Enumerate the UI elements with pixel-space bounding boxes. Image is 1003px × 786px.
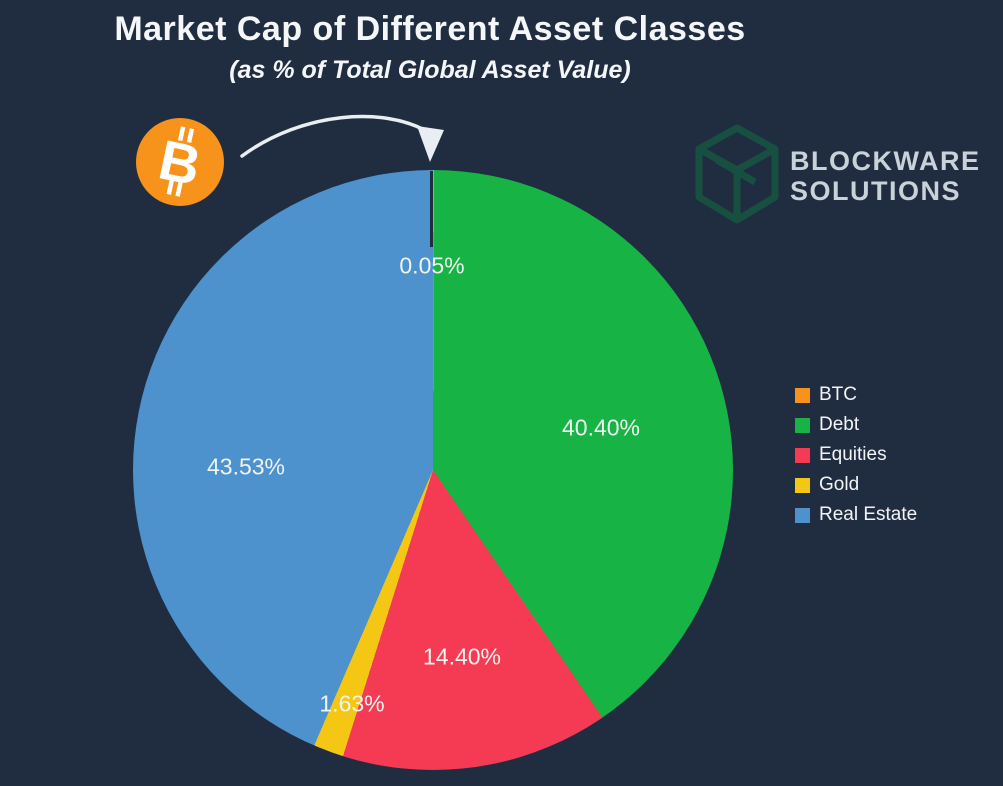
- pie-chart: [133, 170, 733, 770]
- blockware-logo: BLOCKWARE SOLUTIONS: [790, 146, 981, 206]
- legend-swatch: [795, 507, 810, 523]
- chart-subtitle: (as % of Total Global Asset Value): [229, 56, 631, 84]
- blockware-cube-icon: [695, 124, 779, 224]
- legend-item-equities: Equities: [795, 444, 917, 466]
- legend-item-debt: Debt: [795, 414, 917, 436]
- legend-swatch: [795, 477, 810, 493]
- logo-text-line2: SOLUTIONS: [790, 176, 962, 206]
- legend-swatch: [795, 417, 810, 433]
- legend: BTC Debt Equities Gold Real Estate: [795, 384, 917, 526]
- legend-label: Debt: [819, 414, 860, 435]
- slice-label-btc: 0.05%: [399, 252, 465, 279]
- slice-label-equities: 14.40%: [422, 643, 502, 670]
- chart-title: Market Cap of Different Asset Classes: [114, 10, 746, 48]
- legend-swatch: [795, 447, 810, 463]
- btc-slice-leader-line: [430, 171, 433, 247]
- legend-item-gold: Gold: [795, 474, 917, 496]
- slice-label-real-estate: 43.53%: [206, 453, 286, 480]
- legend-item-btc: BTC: [795, 384, 917, 406]
- slice-label-debt: 40.40%: [561, 414, 641, 441]
- legend-label: Equities: [819, 444, 887, 465]
- bitcoin-icon: B: [136, 118, 224, 206]
- slice-label-gold: 1.63%: [319, 690, 385, 717]
- logo-text-line1: BLOCKWARE: [790, 146, 981, 176]
- legend-label: Gold: [819, 474, 860, 495]
- legend-label: BTC: [819, 384, 857, 405]
- annotation-arrow-icon: [240, 114, 444, 162]
- legend-swatch: [795, 387, 810, 403]
- legend-label: Real Estate: [819, 504, 918, 525]
- legend-item-real-estate: Real Estate: [795, 504, 917, 526]
